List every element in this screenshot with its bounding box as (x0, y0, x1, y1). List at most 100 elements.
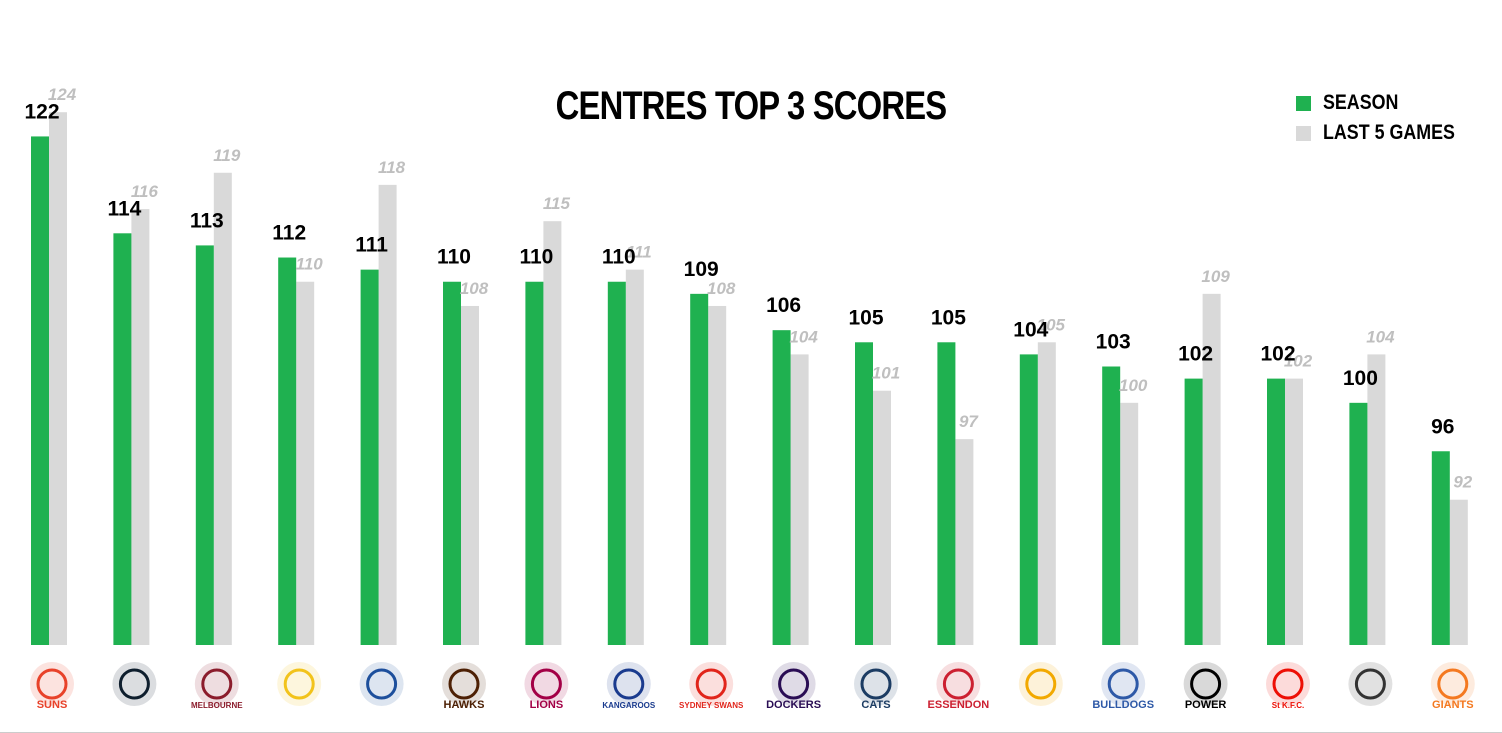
logo-emblem-cats (860, 668, 892, 700)
logo-badge-magpies (1348, 662, 1393, 706)
bar-last5-giants (1449, 499, 1468, 645)
logo-emblem-saints (1272, 668, 1304, 700)
data-label-last5-suns: 124 (48, 85, 77, 104)
data-label-season-cats: 105 (848, 306, 883, 329)
bar-last5-essendon (955, 439, 974, 645)
data-label-last5-saints: 102 (1284, 352, 1313, 371)
logo-badge-dockers (771, 662, 816, 706)
bar-season-saints (1267, 378, 1285, 645)
legend-swatch-season (1296, 95, 1311, 111)
logo-badge-melbourne (194, 662, 239, 706)
logo-badge-suns (30, 662, 74, 706)
logo-text-cats: CATS (861, 699, 890, 711)
logo-emblem-swans (695, 668, 727, 700)
bar-season-swans (690, 293, 709, 645)
data-label-last5-hawks: 108 (460, 279, 489, 298)
data-label-season-kangaroos: 110 (602, 246, 636, 269)
logo-text-giants: GIANTS (1432, 699, 1474, 711)
data-label-season-suns: 122 (24, 100, 59, 123)
bar-last5-adelaide (378, 184, 397, 645)
bar-season-adelaide (360, 269, 379, 645)
logo-emblem-bulldogs (1107, 668, 1139, 700)
data-label-season-melbourne: 113 (190, 209, 224, 232)
bar-last5-suns (49, 112, 67, 645)
logo-badge-essendon (936, 662, 981, 706)
bar-season-hawks (443, 281, 461, 645)
bar-last5-magpies (1367, 354, 1386, 645)
logo-text-melbourne: MELBOURNE (191, 701, 243, 710)
logo-text-swans: SYDNEY SWANS (679, 701, 744, 710)
bar-last5-saints (1285, 378, 1303, 645)
logo-emblem-power (1190, 668, 1222, 700)
bar-season-power (1184, 378, 1203, 645)
logo-emblem-suns (36, 668, 68, 700)
data-label-season-adelaide: 111 (355, 234, 388, 257)
logo-text-lions: LIONS (530, 699, 564, 711)
logo-emblem-adelaide (366, 668, 398, 700)
logo-text-saints: St K.F.C. (1272, 701, 1304, 710)
logo-text-suns: SUNS (37, 699, 68, 711)
data-label-season-bulldogs: 103 (1096, 331, 1131, 354)
data-label-season-dockers: 106 (766, 294, 801, 317)
data-label-season-power: 102 (1178, 343, 1213, 366)
bar-last5-power (1202, 293, 1221, 645)
logo-badge-saints (1266, 662, 1310, 706)
logo-badge-power (1183, 662, 1228, 706)
data-label-last5-bulldogs: 100 (1119, 376, 1148, 395)
logo-badge-kangaroos (606, 662, 651, 706)
logo-badge-cats (854, 662, 898, 706)
legend-label-season: SEASON (1323, 91, 1399, 114)
data-label-season-hawks: 110 (437, 246, 471, 269)
data-label-last5-lions: 115 (543, 194, 571, 213)
bar-season-eagles (1019, 354, 1038, 645)
legend: SEASON LAST 5 GAMES (1296, 88, 1478, 148)
logo-badge-tigers (277, 662, 322, 706)
bar-season-kangaroos (607, 281, 626, 645)
logo-emblem-tigers (283, 668, 315, 700)
bar-last5-swans (708, 305, 727, 645)
bar-last5-eagles (1037, 342, 1056, 645)
legend-swatch-last5 (1296, 125, 1311, 141)
bar-season-bulldogs (1102, 366, 1121, 645)
logo-text-kangaroos: KANGAROOS (602, 701, 656, 710)
bar-last5-bulldogs (1120, 402, 1139, 645)
legend-item-season: SEASON (1296, 88, 1478, 118)
logo-text-essendon: ESSENDON (928, 699, 990, 711)
logo-emblem-melbourne (201, 668, 233, 700)
bar-last5-carlton (131, 209, 150, 645)
data-label-last5-magpies: 104 (1366, 327, 1395, 346)
data-label-last5-giants: 92 (1453, 473, 1472, 492)
bar-season-suns (31, 136, 49, 645)
data-label-last5-tigers: 110 (296, 255, 324, 274)
logo-emblem-kangaroos (613, 668, 645, 700)
bar-season-lions (525, 281, 544, 645)
logo-emblem-carlton (118, 668, 150, 700)
logo-emblem-magpies (1354, 668, 1386, 700)
data-label-season-tigers: 112 (272, 222, 306, 245)
bar-season-tigers (278, 257, 297, 645)
chart-title: CENTRES TOP 3 SCORES (555, 84, 947, 128)
bar-last5-lions (543, 221, 562, 645)
bar-season-melbourne (195, 245, 214, 646)
data-label-last5-carlton: 116 (131, 182, 159, 201)
logo-badge-lions (524, 662, 569, 706)
data-label-last5-dockers: 104 (789, 327, 818, 346)
logo-badge-swans (689, 662, 734, 706)
bar-last5-tigers (296, 281, 315, 645)
bar-season-giants (1431, 451, 1450, 645)
data-label-last5-essendon: 97 (959, 412, 979, 431)
data-label-last5-adelaide: 118 (378, 158, 406, 177)
data-label-last5-power: 109 (1201, 267, 1230, 286)
data-label-season-giants: 96 (1431, 415, 1454, 438)
bar-last5-dockers (790, 354, 809, 645)
legend-item-last5: LAST 5 GAMES (1296, 118, 1478, 148)
legend-label-last5: LAST 5 GAMES (1323, 121, 1455, 144)
logo-text-dockers: DOCKERS (766, 699, 821, 711)
logo-emblem-hawks (448, 668, 480, 700)
data-label-last5-kangaroos: 111 (626, 243, 652, 262)
data-label-last5-swans: 108 (707, 279, 736, 298)
bar-season-essendon (937, 342, 956, 645)
logo-emblem-lions (530, 668, 562, 700)
logo-text-hawks: HAWKS (444, 699, 485, 711)
